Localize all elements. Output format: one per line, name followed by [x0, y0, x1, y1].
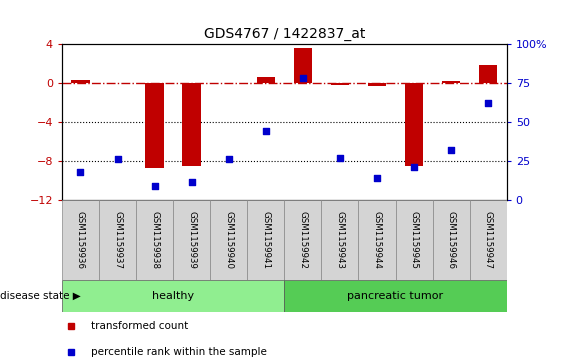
Point [113, 156, 122, 162]
Text: healthy: healthy [152, 291, 194, 301]
Text: GSM1159942: GSM1159942 [298, 211, 307, 269]
Text: GSM1159938: GSM1159938 [150, 211, 159, 269]
Point [150, 183, 159, 188]
Bar [257, 77, 275, 82]
Text: GSM1159943: GSM1159943 [336, 211, 345, 269]
Bar [479, 65, 498, 82]
Point [409, 164, 418, 170]
Text: transformed count: transformed count [91, 321, 188, 331]
Bar [182, 82, 201, 166]
Text: GSM1159941: GSM1159941 [261, 211, 270, 269]
Bar [284, 280, 507, 312]
Bar [210, 200, 247, 280]
Text: GSM1159936: GSM1159936 [76, 211, 85, 269]
Text: GSM1159944: GSM1159944 [373, 211, 382, 269]
Bar [470, 200, 507, 280]
Point [336, 155, 345, 160]
Point [187, 180, 196, 185]
Point [76, 169, 85, 175]
Text: GSM1159939: GSM1159939 [187, 211, 196, 269]
Point [298, 75, 307, 81]
Point [373, 175, 382, 181]
Bar [108, 82, 127, 83]
Text: disease state ▶: disease state ▶ [0, 291, 81, 301]
Bar [247, 200, 284, 280]
Point [446, 147, 455, 152]
Bar [432, 200, 470, 280]
Bar [442, 81, 461, 82]
Bar [71, 79, 90, 82]
Bar [220, 82, 238, 83]
Bar [62, 280, 284, 312]
Bar [173, 200, 210, 280]
Text: GSM1159937: GSM1159937 [113, 211, 122, 269]
Bar [145, 82, 164, 168]
Text: percentile rank within the sample: percentile rank within the sample [91, 347, 267, 357]
Bar [136, 200, 173, 280]
Bar [293, 48, 312, 82]
Text: GSM1159945: GSM1159945 [409, 211, 418, 269]
Text: GSM1159947: GSM1159947 [484, 211, 493, 269]
Point [484, 100, 493, 106]
Bar [405, 82, 423, 166]
Point [224, 156, 233, 162]
Point [261, 128, 270, 134]
Bar [330, 82, 349, 85]
Text: pancreatic tumor: pancreatic tumor [347, 291, 444, 301]
Bar [99, 200, 136, 280]
Text: GSM1159940: GSM1159940 [224, 211, 233, 269]
Bar [368, 82, 386, 86]
Title: GDS4767 / 1422837_at: GDS4767 / 1422837_at [204, 27, 365, 41]
Bar [321, 200, 359, 280]
Bar [359, 200, 395, 280]
Bar [62, 200, 99, 280]
Text: GSM1159946: GSM1159946 [446, 211, 455, 269]
Bar [395, 200, 432, 280]
Bar [284, 200, 321, 280]
